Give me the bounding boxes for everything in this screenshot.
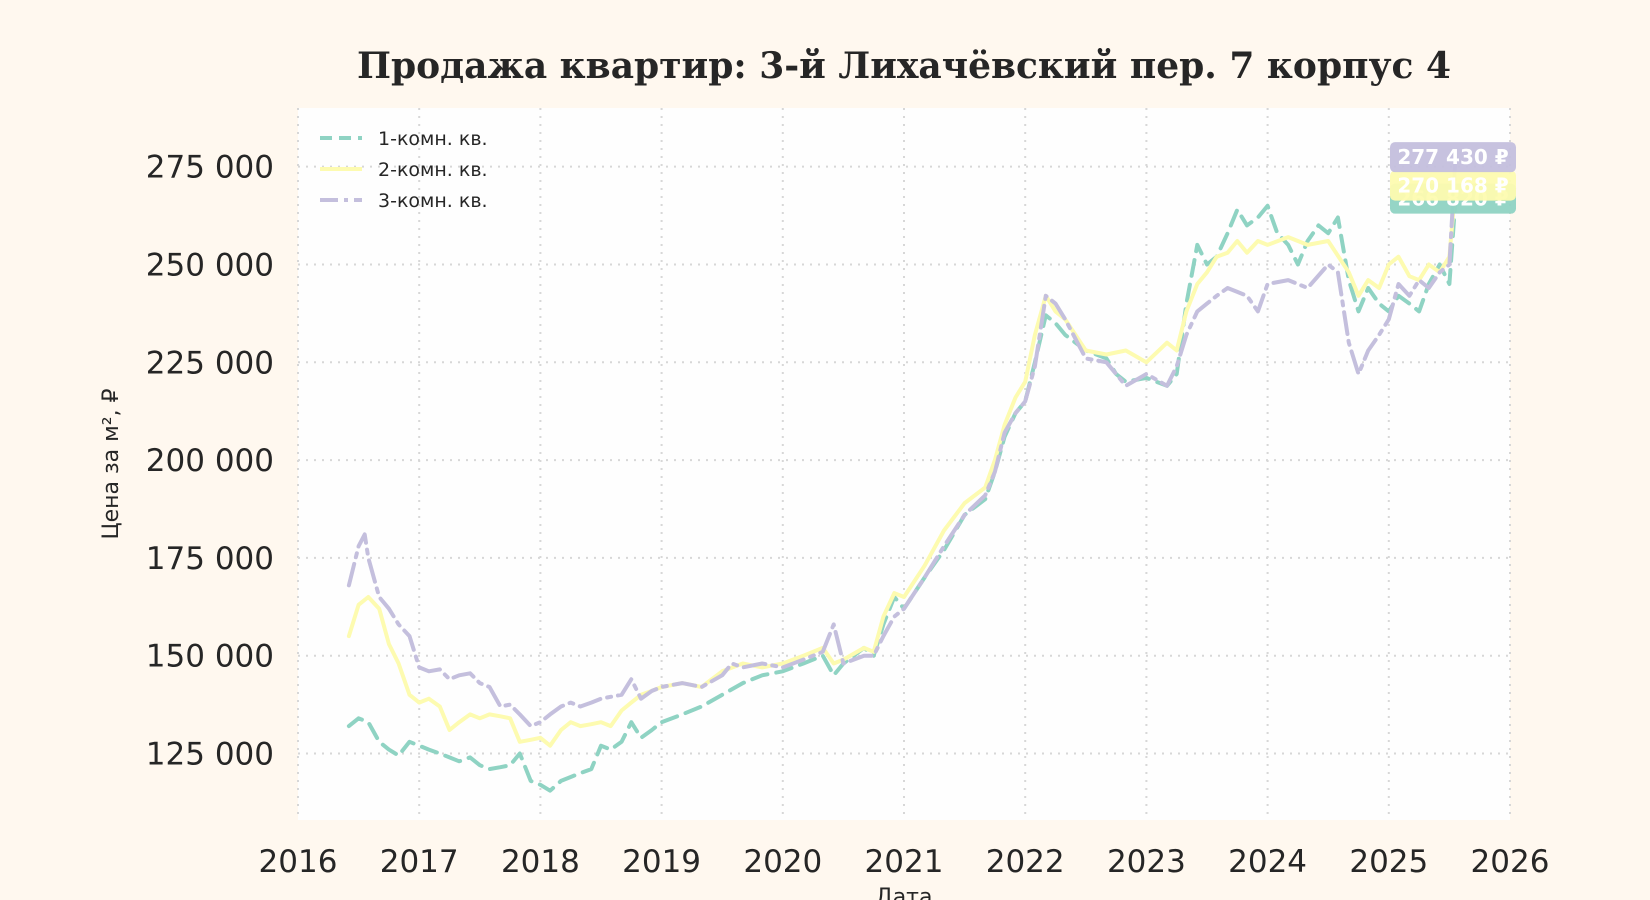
y-tick-label: 200 000 [146, 443, 274, 479]
x-tick-label: 2023 [1107, 844, 1186, 880]
y-tick-label: 125 000 [146, 736, 274, 772]
legend: 1-комн. кв. 2-комн. кв. 3-комн. кв. [320, 128, 488, 212]
x-tick-label: 2022 [986, 844, 1065, 880]
value-badges: 266 820 ₽270 168 ₽277 430 ₽ [1390, 142, 1516, 214]
legend-label-1: 1-комн. кв. [378, 128, 488, 150]
x-tick-label: 2025 [1349, 844, 1428, 880]
chart-title: Продажа квартир: 3-й Лихачёвский пер. 7 … [357, 45, 1451, 87]
x-tick-label: 2019 [622, 844, 701, 880]
x-tick-label: 2020 [743, 844, 822, 880]
x-tick-label: 2018 [501, 844, 580, 880]
y-axis-label: Цена за м², ₽ [99, 388, 124, 539]
legend-label-3: 3-комн. кв. [378, 190, 488, 212]
x-tick-label: 2021 [865, 844, 944, 880]
y-tick-label: 275 000 [146, 150, 274, 186]
x-tick-label: 2026 [1471, 844, 1550, 880]
value-badge-2 [1390, 170, 1516, 201]
series-layer [346, 155, 1458, 793]
x-tick-label: 2017 [380, 844, 459, 880]
value-badge-label-2: 270 168 ₽ [1397, 174, 1508, 198]
y-tick-label: 150 000 [146, 639, 274, 675]
series-line-3 [346, 155, 1458, 729]
plot-area [298, 108, 1510, 820]
x-tick-labels: 2016 2017 2018 2019 2020 2021 2022 2023 2024 2025… [259, 844, 1550, 880]
x-axis-label: Дата [876, 885, 933, 900]
x-tick-label: 2016 [259, 844, 338, 880]
series-line-2 [346, 183, 1458, 748]
legend-label-2: 2-комн. кв. [378, 159, 488, 181]
series-line-1 [346, 196, 1458, 793]
y-tick-label: 175 000 [146, 541, 274, 577]
y-tick-label: 225 000 [146, 345, 274, 381]
y-tick-labels: 125 000 150 000 175 000 200 000 225 000 250 0… [146, 150, 274, 773]
y-tick-label: 250 000 [146, 247, 274, 283]
value-badge-label-3: 277 430 ₽ [1397, 145, 1508, 169]
x-tick-label: 2024 [1228, 844, 1307, 880]
value-badge-3 [1390, 142, 1516, 173]
